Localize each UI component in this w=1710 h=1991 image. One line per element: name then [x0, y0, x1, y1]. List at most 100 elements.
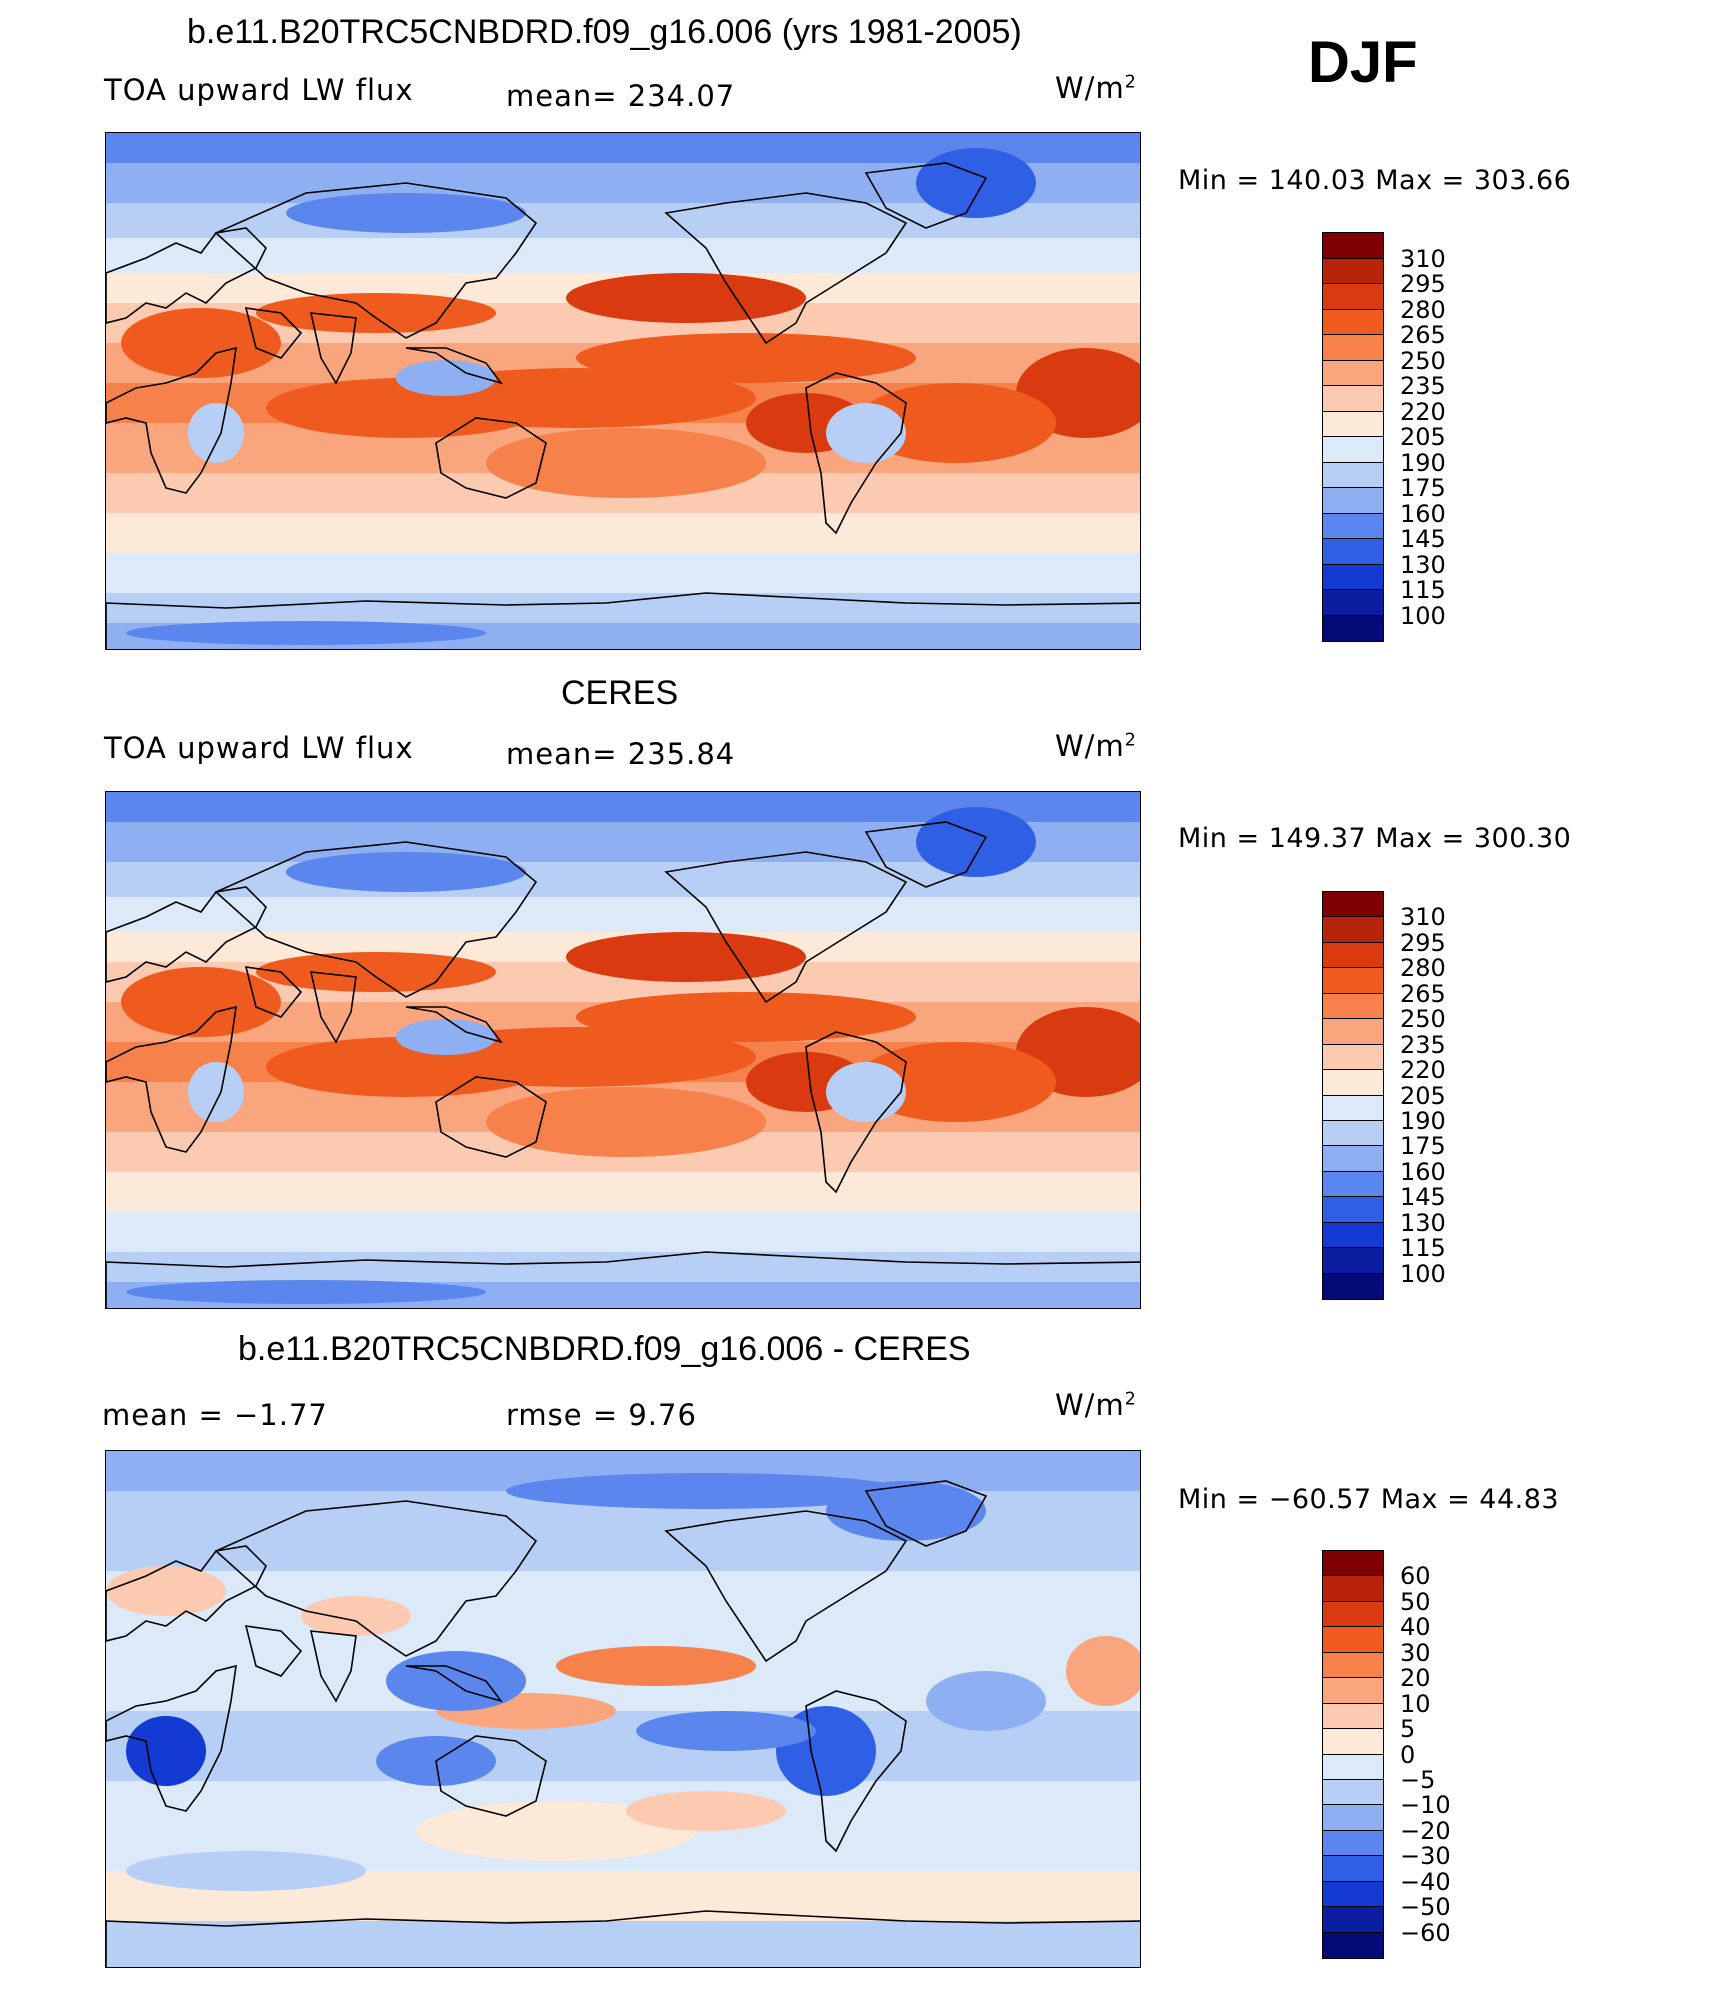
colorbar-label: 235	[1400, 1030, 1446, 1059]
colorbar-box	[1323, 615, 1383, 641]
colorbar-box	[1323, 1551, 1383, 1577]
colorbar-label: 130	[1400, 550, 1446, 579]
colorbar-box	[1323, 539, 1383, 565]
colorbar-box	[1323, 590, 1383, 616]
colorbar-label: −20	[1400, 1816, 1451, 1845]
colorbar-label: 145	[1400, 1183, 1446, 1212]
panel2-mean: mean= 235.84	[506, 737, 736, 771]
colorbar-box	[1323, 942, 1383, 969]
colorbar-label: 20	[1400, 1664, 1431, 1693]
colorbar-label: 250	[1400, 346, 1446, 375]
panel1-minmax: Min = 140.03 Max = 303.66	[1178, 165, 1572, 196]
panel1-map	[105, 132, 1141, 650]
panel3-minmax: Min = −60.57 Max = 44.83	[1178, 1484, 1560, 1515]
colorbar-box	[1323, 564, 1383, 590]
colorbar-box	[1323, 1146, 1383, 1172]
colorbar-box	[1323, 1805, 1383, 1831]
colorbar-label: 205	[1400, 1081, 1446, 1110]
colorbar-box	[1323, 1881, 1383, 1908]
panel2-colorbar	[1322, 891, 1384, 1300]
colorbar-label: 145	[1400, 525, 1446, 553]
colorbar-label: −50	[1400, 1893, 1451, 1922]
colorbar-box	[1323, 1830, 1383, 1857]
panel2-title: CERES	[561, 674, 679, 712]
colorbar-box	[1323, 892, 1383, 918]
panel1-units: W/m2	[1055, 71, 1137, 105]
colorbar-box	[1323, 462, 1383, 488]
colorbar-label: 310	[1400, 903, 1446, 932]
colorbar-box	[1323, 386, 1383, 412]
colorbar-label: 0	[1400, 1740, 1416, 1769]
colorbar-box	[1323, 1044, 1383, 1071]
colorbar-box	[1323, 309, 1383, 335]
colorbar-label: 280	[1400, 295, 1446, 324]
colorbar-label: 115	[1400, 1234, 1446, 1263]
colorbar-box	[1323, 1601, 1383, 1628]
colorbar-label: 295	[1400, 928, 1446, 957]
panel2-minmax: Min = 149.37 Max = 300.30	[1178, 823, 1572, 854]
panel3-map	[105, 1450, 1141, 1968]
panel1-mean: mean= 234.07	[506, 79, 736, 113]
colorbar-box	[1323, 1171, 1383, 1198]
colorbar-box	[1323, 513, 1383, 539]
panel1-title: b.e11.B20TRC5CNBDRD.f09_g16.006 (yrs 198…	[187, 13, 1022, 51]
colorbar-box	[1323, 1754, 1383, 1780]
colorbar-label: 190	[1400, 1106, 1446, 1135]
colorbar-box	[1323, 1779, 1383, 1806]
colorbar-box	[1323, 258, 1383, 284]
colorbar-label: 295	[1400, 270, 1446, 298]
colorbar-label: 10	[1400, 1689, 1431, 1718]
colorbar-label: 205	[1400, 423, 1446, 451]
colorbar-box	[1323, 1703, 1383, 1730]
colorbar-box	[1323, 1248, 1383, 1274]
panel3-title: b.e11.B20TRC5CNBDRD.f09_g16.006 - CERES	[238, 1330, 971, 1368]
colorbar-box	[1323, 993, 1383, 1020]
colorbar-label: 50	[1400, 1587, 1431, 1616]
colorbar-label: 30	[1400, 1638, 1431, 1667]
colorbar-label: −60	[1400, 1918, 1451, 1947]
colorbar-label: −40	[1400, 1867, 1451, 1896]
season-label: DJF	[1308, 30, 1418, 95]
colorbar-box	[1323, 411, 1383, 437]
panel2-colorbar-labels: 310 295 280 265 250 235 220 205 190 175 160 145 130 1…	[1400, 891, 1510, 1300]
colorbar-box	[1323, 1120, 1383, 1147]
colorbar-label: 280	[1400, 954, 1446, 983]
colorbar-label: 250	[1400, 1005, 1446, 1034]
colorbar-box	[1323, 1273, 1383, 1299]
colorbar-box	[1323, 488, 1383, 514]
colorbar-box	[1323, 1678, 1383, 1704]
colorbar-label: 220	[1400, 397, 1446, 426]
colorbar-box	[1323, 1932, 1383, 1958]
panel1-colorbar	[1322, 232, 1384, 642]
colorbar-label: 175	[1400, 474, 1446, 502]
colorbar-label: 160	[1400, 1157, 1446, 1186]
panel2-map	[105, 791, 1141, 1309]
colorbar-label: 130	[1400, 1208, 1446, 1237]
colorbar-label: −5	[1400, 1765, 1436, 1794]
colorbar-box	[1323, 968, 1383, 994]
panel1-colorbar-labels: 310 295 280 265 250 235 220 205 190 175 160 145 130 1…	[1400, 232, 1510, 642]
colorbar-label: 220	[1400, 1056, 1446, 1085]
colorbar-label: 310	[1400, 244, 1446, 273]
colorbar-label: 175	[1400, 1132, 1446, 1161]
colorbar-box	[1323, 1576, 1383, 1602]
colorbar-box	[1323, 1019, 1383, 1045]
panel2-variable: TOA upward LW flux	[104, 731, 414, 765]
colorbar-label: 265	[1400, 979, 1446, 1008]
colorbar-box	[1323, 284, 1383, 310]
colorbar-box	[1323, 437, 1383, 463]
colorbar-box	[1323, 335, 1383, 361]
colorbar-label: 5	[1400, 1715, 1416, 1744]
colorbar-box	[1323, 360, 1383, 386]
colorbar-label: 235	[1400, 372, 1446, 400]
colorbar-label: 100	[1400, 601, 1446, 630]
colorbar-box	[1323, 1856, 1383, 1882]
panel3-rmse: rmse = 9.76	[506, 1398, 697, 1432]
panel2-units: W/m2	[1055, 729, 1137, 763]
panel1-variable: TOA upward LW flux	[104, 73, 414, 107]
colorbar-label: −30	[1400, 1842, 1451, 1871]
colorbar-label: 100	[1400, 1259, 1446, 1288]
colorbar-box	[1323, 1627, 1383, 1653]
colorbar-label: 160	[1400, 499, 1446, 528]
colorbar-box	[1323, 233, 1383, 259]
